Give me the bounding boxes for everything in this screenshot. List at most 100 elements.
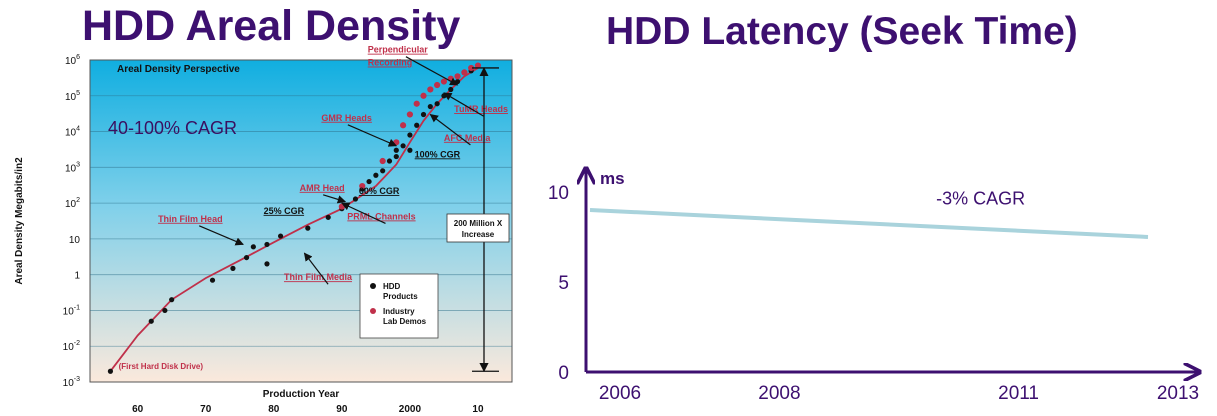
- y-tick-base: 10: [65, 56, 77, 67]
- increase-box: [446, 213, 510, 243]
- annotation-label: Thin Film Media: [284, 272, 353, 282]
- hdd-product-point: [277, 233, 284, 239]
- hdd-product-point: [407, 132, 413, 138]
- increase-box-text: 200 Million X: [454, 219, 503, 228]
- legend-marker: [370, 283, 376, 289]
- hdd-product-point: [352, 196, 359, 202]
- inner-chart-title: Areal Density Perspective: [117, 64, 240, 75]
- seek-time-line: [589, 208, 1149, 239]
- x-tick-label: 90: [336, 404, 348, 415]
- x-tick-label: 2000: [399, 404, 422, 415]
- y-tick-exp: 6: [76, 54, 80, 61]
- hdd-product-point: [250, 244, 256, 250]
- y-tick-exp: -2: [74, 340, 80, 347]
- growth-rate-label: 100% CGR: [415, 149, 461, 159]
- left-chart-title: HDD Areal Density: [82, 2, 461, 50]
- hdd-product-point: [386, 158, 393, 164]
- annotation-label: Thin Film Head: [158, 214, 223, 224]
- x-tick-label: 2011: [998, 383, 1039, 404]
- legend-label: HDD: [383, 282, 401, 291]
- y-axis-label: Areal Density Megabits/in2: [14, 157, 25, 285]
- lab-demo-point: [359, 182, 366, 190]
- annotation-label: Perpendicular: [368, 45, 429, 55]
- hdd-product-point: [393, 153, 399, 160]
- y-tick-exp: 5: [76, 90, 80, 97]
- hdd-product-point: [325, 214, 331, 220]
- growth-rate-label: 25% CGR: [264, 206, 305, 216]
- y-unit-label: ms: [600, 169, 625, 188]
- hdd-product-point: [427, 103, 433, 110]
- y-tick-base: 10: [65, 128, 77, 139]
- y-tick-exp: 2: [76, 197, 80, 204]
- y-tick-base: 10: [63, 378, 75, 389]
- y-tick-label: 103: [65, 161, 80, 174]
- y-tick-exp: -1: [74, 304, 80, 311]
- hdd-product-point: [373, 172, 379, 178]
- lab-demo-point: [399, 122, 407, 129]
- annotation-label: Recording: [368, 58, 413, 68]
- hdd-product-point: [305, 225, 311, 231]
- annotation-label: AMR Head: [300, 183, 345, 193]
- x-tick-label: 2006: [599, 383, 641, 404]
- increase-box-text: Increase: [462, 230, 495, 239]
- hdd-product-point: [380, 168, 386, 174]
- y-tick-label: 10-1: [63, 304, 80, 317]
- annotation-arrow: [347, 124, 398, 147]
- hdd-product-point: [407, 147, 413, 153]
- x-tick-label: 2008: [758, 383, 800, 404]
- y-tick-label: 105: [65, 90, 80, 103]
- hdd-product-point: [107, 368, 114, 374]
- y-tick-label: 1: [74, 271, 80, 282]
- hdd-product-point: [366, 178, 372, 185]
- x-axis-label: Production Year: [263, 389, 340, 400]
- annotation-arrow: [443, 92, 484, 117]
- annotation-arrow: [303, 252, 329, 285]
- y-tick-label: 10: [548, 183, 569, 204]
- y-tick-exp: -3: [74, 376, 80, 383]
- lab-demo-point: [379, 157, 386, 165]
- y-tick-base: 10: [63, 342, 75, 353]
- legend-label: Lab Demos: [383, 317, 427, 326]
- cagr-label: 40-100% CAGR: [108, 118, 237, 138]
- y-tick-exp: 3: [76, 161, 80, 168]
- annotation-arrow: [322, 194, 347, 204]
- annotation-arrow: [198, 225, 244, 246]
- legend-label: Industry: [383, 307, 415, 316]
- legend-marker: [370, 308, 376, 314]
- annotation-label: GMR Heads: [321, 113, 372, 123]
- annotation-arrow: [429, 113, 471, 146]
- lab-demo-point: [440, 78, 448, 85]
- cagr-label: -3% CAGR: [936, 189, 1025, 209]
- y-tick-label: 10-3: [63, 376, 80, 389]
- hdd-product-point: [169, 297, 175, 303]
- x-tick-label: 70: [200, 404, 212, 415]
- hdd-product-point: [162, 307, 168, 314]
- hdd-product-point: [414, 122, 420, 128]
- annotation-label: PRML Channels: [347, 211, 415, 221]
- hdd-product-point: [209, 277, 216, 283]
- y-tick-label: 0: [558, 363, 569, 384]
- y-tick-base: 10: [65, 199, 77, 210]
- growth-rate-label: 60% CGR: [359, 186, 400, 196]
- lab-demo-point: [427, 86, 434, 93]
- y-tick-label: 10: [69, 235, 81, 246]
- annotation-label: AFC Media: [444, 133, 491, 143]
- lab-demo-point: [434, 81, 441, 89]
- hdd-product-point: [230, 265, 236, 271]
- annotation-arrow: [405, 56, 459, 86]
- legend-label: Products: [383, 292, 418, 301]
- lab-demo-point: [406, 111, 414, 118]
- y-tick-label: 10-2: [63, 340, 80, 353]
- y-tick-label: 106: [65, 54, 80, 67]
- lab-demo-point: [468, 64, 475, 72]
- hdd-product-point: [420, 111, 427, 118]
- y-tick-base: 10: [65, 163, 77, 174]
- hdd-product-point: [148, 318, 154, 324]
- lab-demo-point: [461, 69, 468, 76]
- hdd-product-point: [264, 261, 270, 267]
- hdd-product-point: [393, 147, 399, 153]
- right-chart-title: HDD Latency (Seek Time): [606, 10, 1078, 53]
- lab-demo-point: [413, 100, 420, 107]
- plot-area: [89, 59, 513, 383]
